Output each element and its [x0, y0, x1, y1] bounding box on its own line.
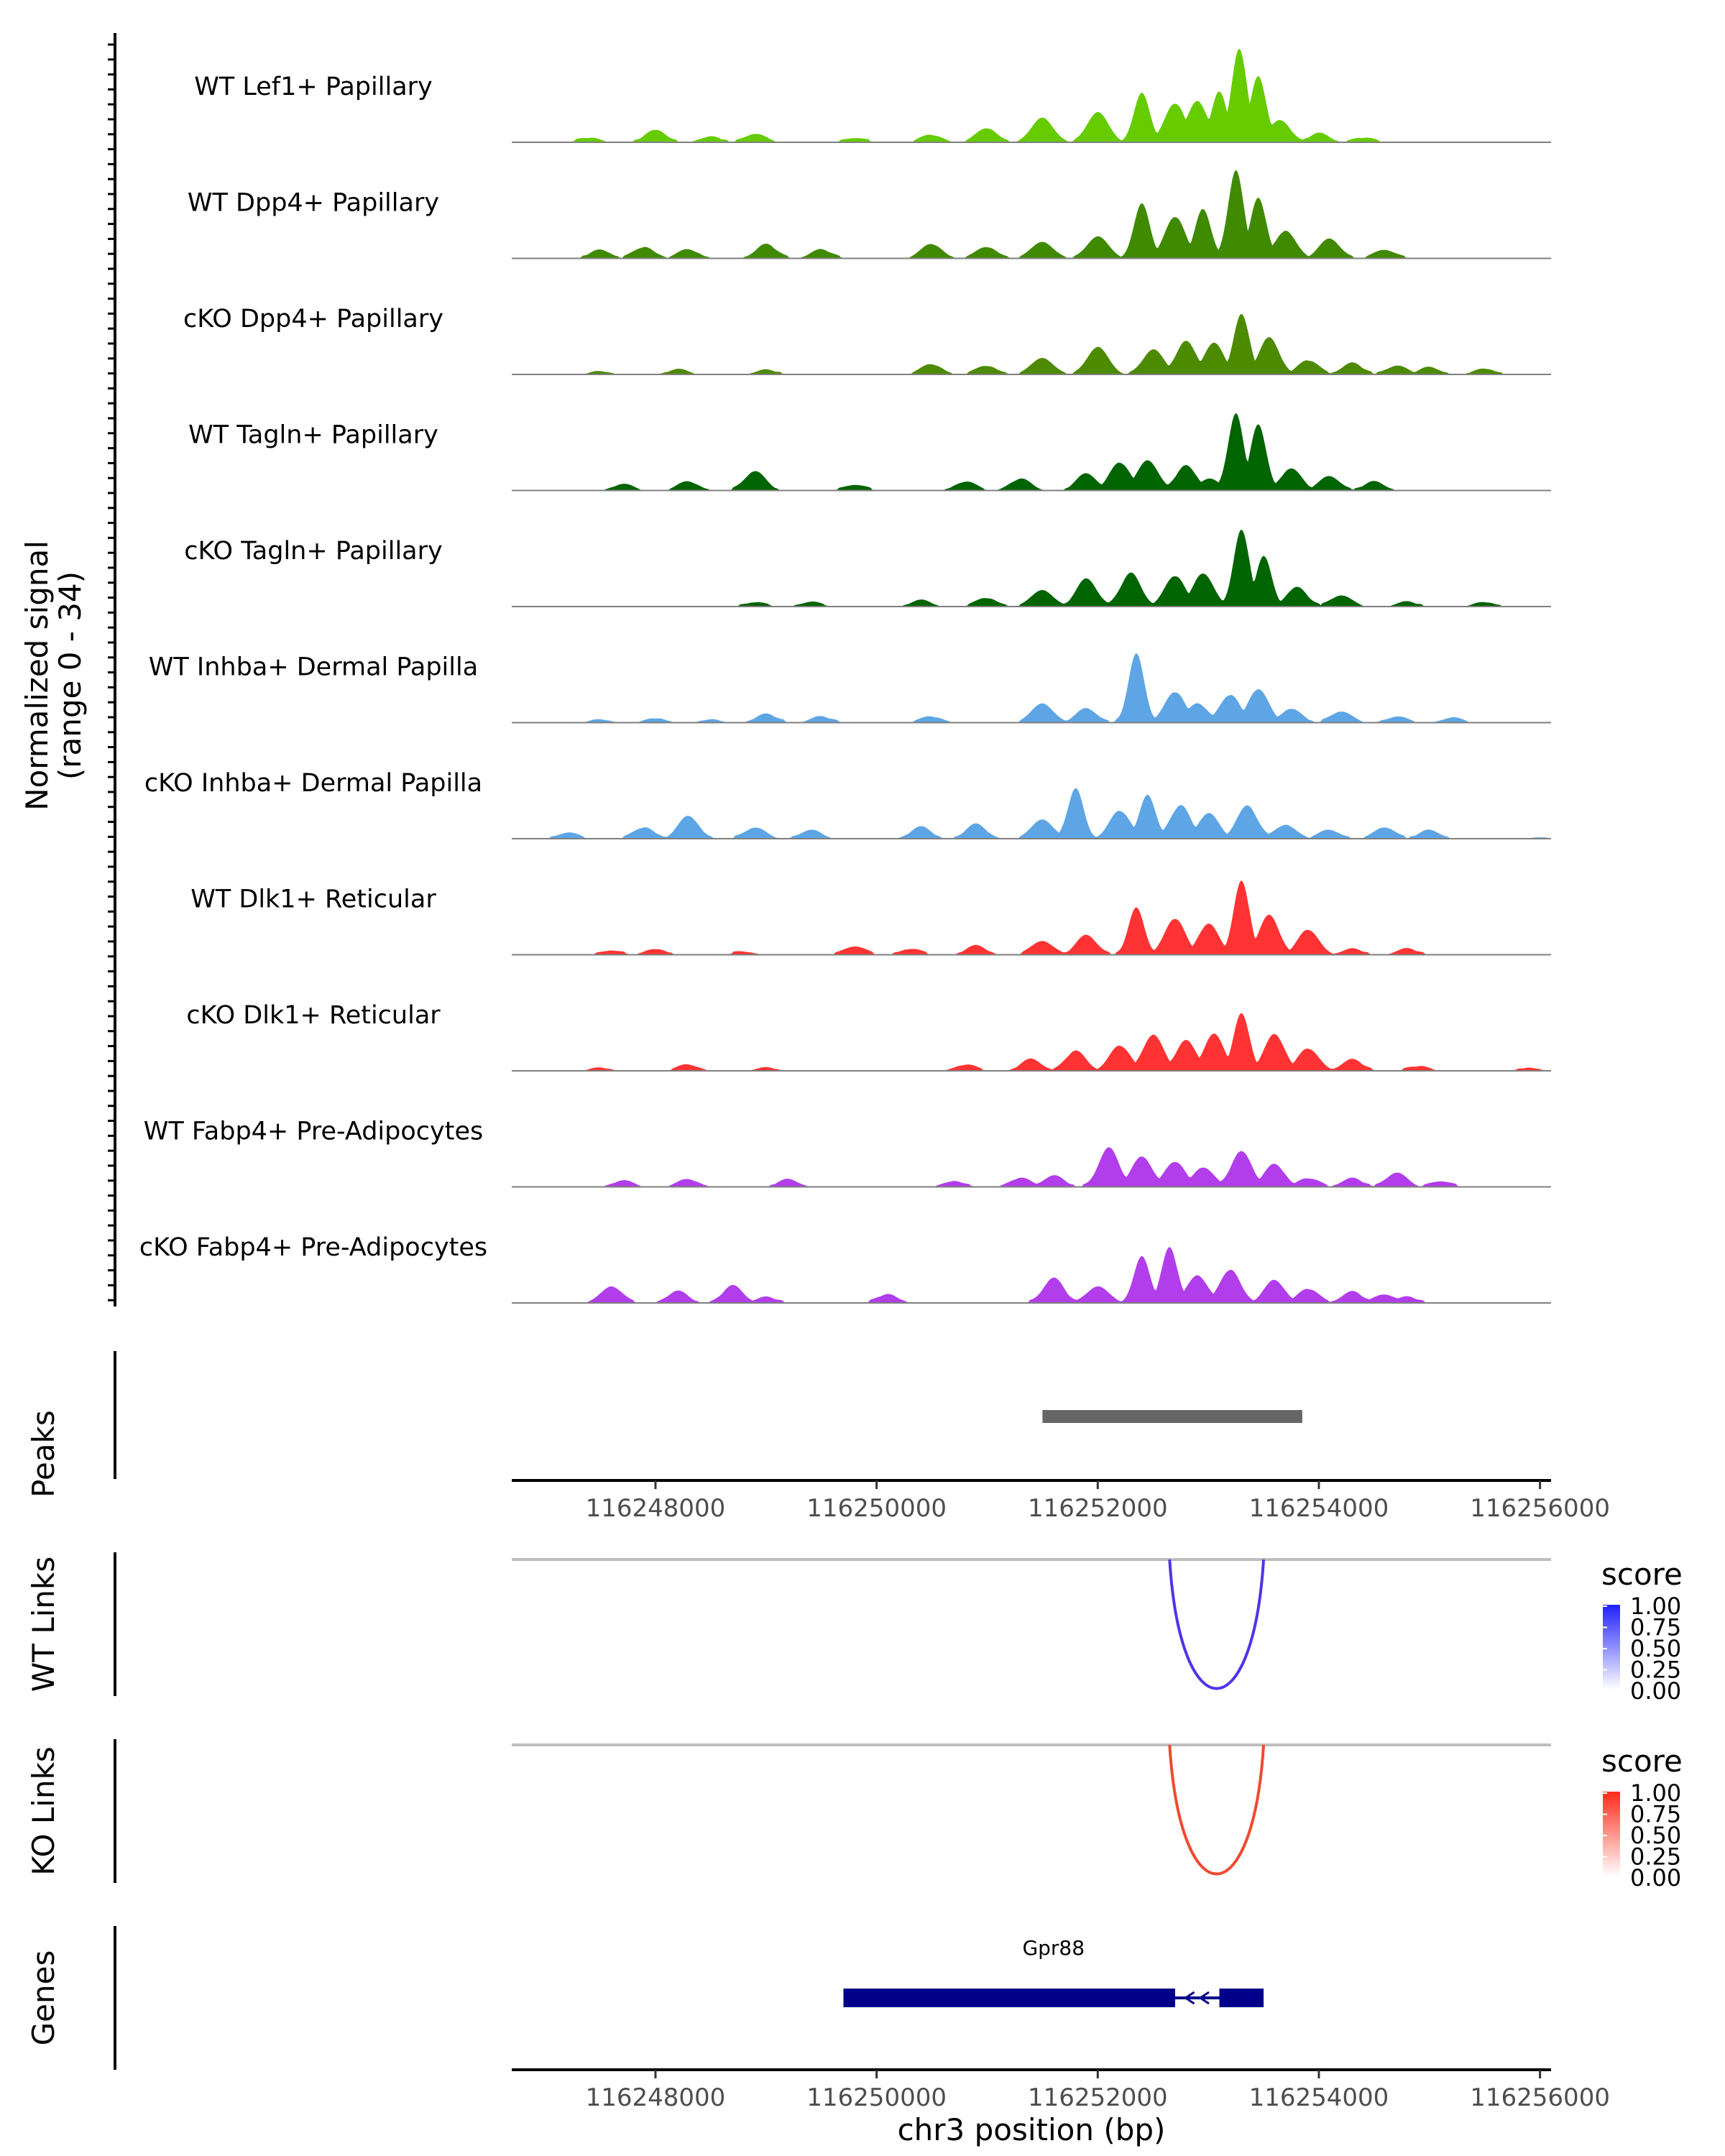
x-tick-label: 116248000	[586, 1494, 726, 1523]
x-tick-label: 116254000	[1249, 1494, 1389, 1523]
coverage-track: WT Dlk1+ Reticular	[190, 880, 1551, 956]
legend-tick-label: 0.75	[1630, 1614, 1681, 1641]
coverage-signal	[512, 48, 1551, 142]
x-axis-label: chr3 position (bp)	[898, 2112, 1166, 2147]
coverage-track: WT Inhba+ Dermal Papilla	[149, 653, 1551, 724]
y-axis-title: Normalized signal	[19, 540, 55, 811]
peaks-track-label: Peaks	[26, 1410, 61, 1498]
x-tick-label: 116252000	[1028, 2083, 1168, 2112]
coverage-track: cKO Tagln+ Papillary	[184, 529, 1551, 607]
coverage-track: WT Dpp4+ Papillary	[188, 170, 1551, 259]
coverage-signal	[512, 1147, 1551, 1187]
wt-legend-colorbar	[1603, 1605, 1620, 1690]
gene-strand-arrow	[1183, 1991, 1195, 2005]
legend-tick-label: 0.25	[1630, 1657, 1681, 1684]
gene-strand-arrow	[1198, 1991, 1210, 2005]
x-axis-bottom: 116248000 116250000 116252000 116254000 1162…	[586, 2070, 1610, 2112]
coverage-signal	[512, 880, 1551, 955]
wt-links-track: WT Links score 1.000.750.500.250.00	[26, 1552, 1683, 1705]
genes-track-label: Genes	[26, 1950, 61, 2046]
x-tick-label: 116252000	[1028, 1494, 1168, 1523]
coverage-track: WT Tagln+ Papillary	[188, 413, 1551, 492]
gene-name-label: Gpr88	[1022, 1936, 1085, 1960]
coverage-track: cKO Inhba+ Dermal Papilla	[144, 769, 1551, 839]
coverage-signal	[512, 1013, 1551, 1071]
ko-links-label: KO Links	[26, 1746, 61, 1876]
coverage-track: WT Lef1+ Papillary	[194, 48, 1551, 143]
wt-legend-ticks: 1.000.750.500.250.00	[1603, 1593, 1681, 1705]
coverage-track-label: cKO Fabp4+ Pre-Adipocytes	[139, 1233, 487, 1262]
coverage-track-label: WT Dpp4+ Papillary	[188, 189, 439, 218]
peak-regions	[1042, 1410, 1302, 1423]
legend-tick-label: 0.25	[1630, 1843, 1681, 1871]
peak-region	[1042, 1410, 1302, 1423]
x-tick-label: 116250000	[806, 2083, 947, 2112]
coverage-track-label: cKO Dlk1+ Reticular	[186, 1001, 441, 1030]
y-axis-range-label: (range 0 - 34)	[52, 571, 88, 780]
wt-links-label: WT Links	[26, 1557, 61, 1692]
coverage-track: WT Fabp4+ Pre-Adipocytes	[144, 1118, 1551, 1188]
coverage-signal	[512, 413, 1551, 491]
gene-exon	[1219, 1989, 1264, 2007]
coverage-track-label: cKO Inhba+ Dermal Papilla	[144, 769, 482, 798]
x-tick-label: 116250000	[806, 1494, 947, 1523]
ko-link-arc	[1168, 1744, 1266, 1876]
ko-legend-title: score	[1601, 1743, 1683, 1779]
coverage-track-label: cKO Tagln+ Papillary	[184, 537, 443, 566]
coverage-signal	[512, 170, 1551, 259]
genes-track: Genes Gpr88 116248000 116250000 116252000 1…	[26, 1926, 1610, 2147]
x-tick-label: 116256000	[1470, 2083, 1610, 2112]
legend-tick-label: 0.50	[1630, 1822, 1681, 1849]
y-axis-range-title: (range 0 - 34)	[52, 571, 88, 780]
legend-tick-label: 1.00	[1630, 1593, 1681, 1620]
coverage-track-label: WT Dlk1+ Reticular	[190, 885, 436, 914]
gene-exon	[843, 1989, 1175, 2007]
coverage-y-ticks	[108, 43, 115, 1302]
coverage-signal	[512, 788, 1551, 839]
coverage-signal	[512, 1247, 1551, 1303]
coverage-track: cKO Dpp4+ Papillary	[183, 305, 1551, 375]
ko-legend-colorbar	[1603, 1792, 1620, 1876]
coverage-track-label: WT Tagln+ Papillary	[188, 421, 438, 450]
coverage-tracks: WT Lef1+ Papillary WT Dpp4+ Papillary cKO …	[139, 48, 1551, 1304]
coverage-track: cKO Dlk1+ Reticular	[186, 1001, 1551, 1072]
legend-tick-label: 0.00	[1630, 1677, 1681, 1705]
wt-link-arc	[1168, 1559, 1266, 1690]
coverage-signal	[512, 529, 1551, 607]
legend-tick-label: 0.50	[1630, 1635, 1681, 1662]
ko-score-legend: score 1.000.750.500.250.00	[1601, 1743, 1683, 1892]
coverage-track: cKO Fabp4+ Pre-Adipocytes	[139, 1233, 1551, 1304]
coverage-signal	[512, 313, 1551, 374]
legend-tick-label: 1.00	[1630, 1779, 1681, 1807]
coverage-track-label: WT Inhba+ Dermal Papilla	[149, 653, 478, 682]
ko-links-track: KO Links score 1.000.750.500.250.00	[26, 1739, 1683, 1892]
coverage-track-label: WT Fabp4+ Pre-Adipocytes	[144, 1118, 483, 1146]
gene-models: Gpr88	[843, 1936, 1264, 2007]
peaks-track: Peaks 116248000 116250000 116252000 1162540…	[26, 1351, 1610, 1523]
x-axis-top: 116248000 116250000 116252000 116254000 1162…	[586, 1480, 1610, 1523]
y-axis-label: Normalized signal	[19, 540, 55, 811]
wt-legend-title: score	[1601, 1557, 1683, 1592]
coverage-signal	[512, 653, 1551, 723]
legend-tick-label: 0.00	[1630, 1864, 1681, 1892]
ko-legend-ticks: 1.000.750.500.250.00	[1603, 1779, 1681, 1892]
legend-tick-label: 0.75	[1630, 1801, 1681, 1828]
wt-score-legend: score 1.000.750.500.250.00	[1601, 1557, 1683, 1705]
x-tick-label: 116256000	[1470, 1494, 1610, 1523]
x-tick-label: 116254000	[1249, 2083, 1389, 2112]
coverage-track-label: cKO Dpp4+ Papillary	[183, 305, 443, 333]
x-tick-label: 116248000	[586, 2083, 726, 2112]
coverage-track-label: WT Lef1+ Papillary	[194, 73, 433, 101]
